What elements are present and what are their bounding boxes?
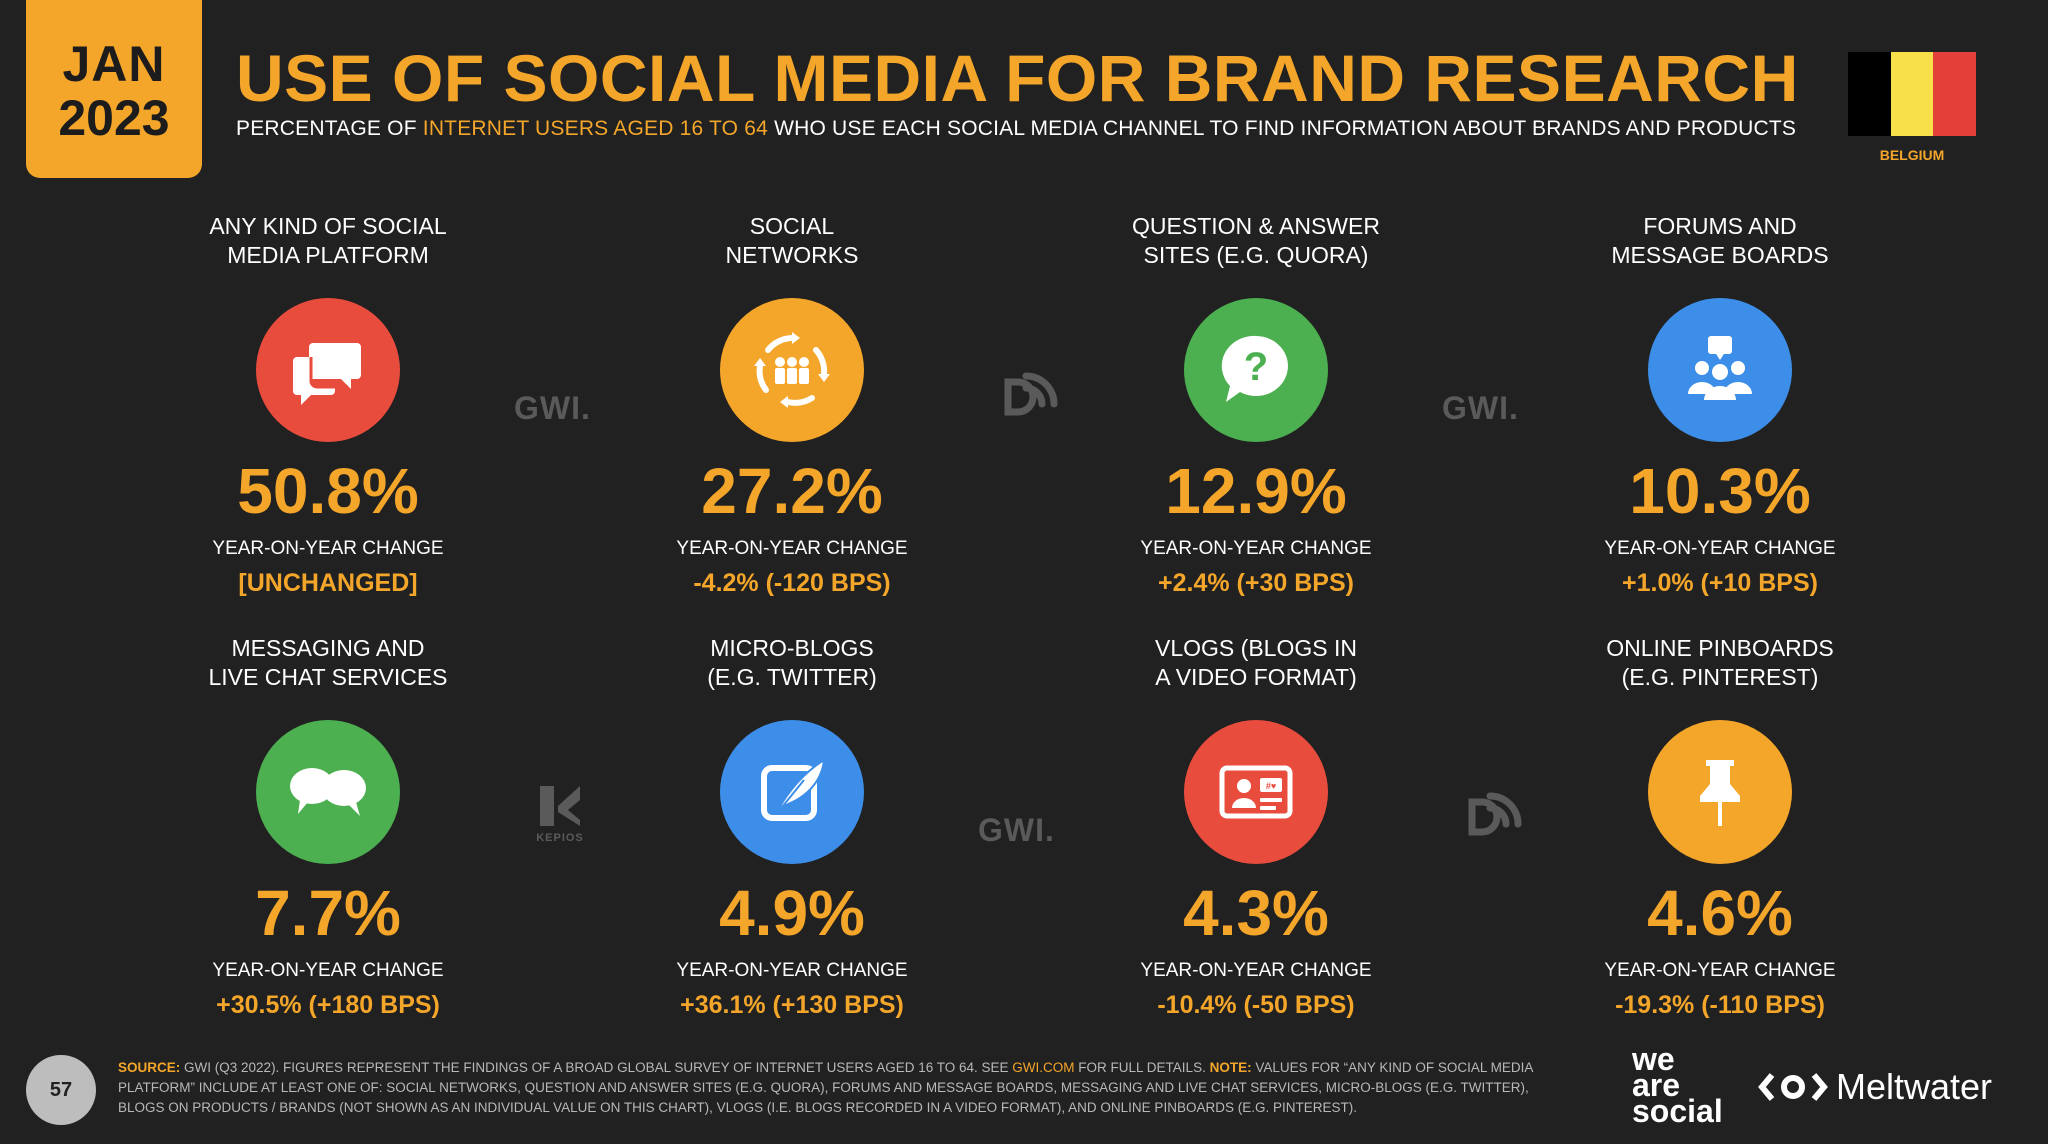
stat-label: FORUMS AND MESSAGE BOARDS xyxy=(1611,213,1829,268)
flag-stripe xyxy=(1933,52,1977,136)
people-network-icon xyxy=(720,298,864,442)
subtitle-pre: PERCENTAGE OF xyxy=(236,117,417,140)
gwi-watermark: GWI. xyxy=(1442,390,1519,426)
page-title: USE OF SOCIAL MEDIA FOR BRAND RESEARCH xyxy=(236,41,1799,115)
footnote: SOURCE: GWI (Q3 2022). FIGURES REPRESENT… xyxy=(118,1058,1578,1118)
flag-stripe xyxy=(1890,52,1934,136)
speech-bubbles-icon xyxy=(256,720,400,864)
stat-any-social-media: ANY KIND OF SOCIAL MEDIA PLATFORM 50.8% … xyxy=(113,212,543,598)
stat-micro-blogs: MICRO-BLOGS (E.G. TWITTER) 4.9% YEAR-ON-… xyxy=(577,634,1007,1020)
question-bubble-icon: ? xyxy=(1184,298,1328,442)
group-forum-icon xyxy=(1648,298,1792,442)
feather-icon xyxy=(720,720,864,864)
stat-value: 7.7% xyxy=(255,877,401,949)
meltwater-logo: Meltwater xyxy=(1758,1066,1992,1108)
belgium-flag-icon xyxy=(1848,52,1977,136)
subtitle-post: WHO USE EACH SOCIAL MEDIA CHANNEL TO FIN… xyxy=(774,117,1797,140)
yoy-label: YEAR-ON-YEAR CHANGE xyxy=(1140,960,1372,982)
kepios-label: KEPIOS xyxy=(536,832,584,844)
yoy-value: -10.4% (-50 BPS) xyxy=(1157,991,1355,1020)
stat-question-answer-sites: QUESTION & ANSWER SITES (E.G. QUORA) ? 1… xyxy=(1041,212,1471,598)
svg-text:#♥: #♥ xyxy=(1266,781,1276,791)
video-profile-icon: #♥ xyxy=(1184,720,1328,864)
yoy-value: +2.4% (+30 BPS) xyxy=(1158,569,1354,598)
yoy-label: YEAR-ON-YEAR CHANGE xyxy=(212,538,444,560)
stat-value: 50.8% xyxy=(237,455,419,527)
stat-value: 27.2% xyxy=(701,455,883,527)
stat-label: MESSAGING AND LIVE CHAT SERVICES xyxy=(208,635,448,690)
stat-label: ANY KIND OF SOCIAL MEDIA PLATFORM xyxy=(209,213,447,268)
stat-value: 4.3% xyxy=(1183,877,1329,949)
source-label: SOURCE: xyxy=(118,1060,181,1075)
we-are-social-logo: we are social xyxy=(1632,1041,1723,1129)
meltwater-label: Meltwater xyxy=(1836,1066,1993,1107)
gwi-watermark: GWI. xyxy=(514,390,591,426)
source-after: FOR FULL DETAILS. xyxy=(1078,1060,1206,1075)
brand-line: are xyxy=(1632,1067,1681,1103)
stat-social-networks: SOCIAL NETWORKS 27.2% YEAR-ON-YEAR CHANG… xyxy=(577,212,1007,598)
yoy-value: +1.0% (+10 BPS) xyxy=(1622,569,1818,598)
stat-label: VLOGS (BLOGS IN A VIDEO FORMAT) xyxy=(1155,635,1357,690)
svg-text:?: ? xyxy=(1244,345,1268,389)
stat-label: MICRO-BLOGS (E.G. TWITTER) xyxy=(707,635,877,690)
page-subtitle: PERCENTAGE OF INTERNET USERS AGED 16 TO … xyxy=(236,117,1796,141)
yoy-label: YEAR-ON-YEAR CHANGE xyxy=(1604,960,1836,982)
stat-value: 4.9% xyxy=(719,877,865,949)
date-year: 2023 xyxy=(58,90,170,146)
date-month: JAN xyxy=(62,36,166,92)
stat-online-pinboards: ONLINE PINBOARDS (E.G. PINTEREST) 4.6% Y… xyxy=(1505,634,1935,1020)
chat-bubbles-icon xyxy=(256,298,400,442)
yoy-label: YEAR-ON-YEAR CHANGE xyxy=(676,538,908,560)
brand-line: we xyxy=(1632,1041,1675,1077)
datareportal-icon xyxy=(1460,780,1524,849)
kepios-watermark: KEPIOS xyxy=(536,782,584,844)
datareportal-icon xyxy=(996,360,1060,429)
country-label: BELGIUM xyxy=(1879,147,1945,163)
stat-forums-message-boards: FORUMS AND MESSAGE BOARDS 10.3% YEAR-ON-… xyxy=(1505,212,1935,598)
kepios-icon xyxy=(540,786,580,826)
stat-label: SOCIAL NETWORKS xyxy=(725,213,859,268)
brand-line: social xyxy=(1632,1093,1723,1129)
yoy-value: [UNCHANGED] xyxy=(238,569,418,598)
gwi-watermark: GWI. xyxy=(978,812,1055,848)
stat-label: QUESTION & ANSWER SITES (E.G. QUORA) xyxy=(1132,213,1380,268)
yoy-label: YEAR-ON-YEAR CHANGE xyxy=(676,960,908,982)
stat-value: 10.3% xyxy=(1629,455,1811,527)
note-label: NOTE: xyxy=(1209,1060,1252,1075)
meltwater-icon xyxy=(1758,1073,1828,1101)
source-text: GWI (Q3 2022). FIGURES REPRESENT THE FIN… xyxy=(184,1060,1009,1075)
subtitle-highlight: INTERNET USERS AGED 16 TO 64 xyxy=(422,117,769,140)
stat-value: 12.9% xyxy=(1165,455,1347,527)
stat-value: 4.6% xyxy=(1647,877,1793,949)
pushpin-icon xyxy=(1648,720,1792,864)
flag-stripe xyxy=(1848,52,1891,136)
yoy-value: +36.1% (+130 BPS) xyxy=(680,991,904,1020)
yoy-label: YEAR-ON-YEAR CHANGE xyxy=(1604,538,1836,560)
stat-label: ONLINE PINBOARDS (E.G. PINTEREST) xyxy=(1606,635,1834,690)
note-text: VALUES FOR “ANY KIND OF SOCIAL MEDIA PLA… xyxy=(118,1060,1533,1115)
yoy-label: YEAR-ON-YEAR CHANGE xyxy=(1140,538,1372,560)
source-link[interactable]: GWI.COM xyxy=(1012,1060,1075,1075)
page-number: 57 xyxy=(26,1055,96,1125)
stat-vlogs: VLOGS (BLOGS IN A VIDEO FORMAT) #♥ 4.3% … xyxy=(1041,634,1471,1020)
date-badge: JAN 2023 xyxy=(26,0,202,178)
yoy-value: +30.5% (+180 BPS) xyxy=(216,991,440,1020)
stat-messaging-live-chat: MESSAGING AND LIVE CHAT SERVICES 7.7% YE… xyxy=(113,634,543,1020)
yoy-value: -19.3% (-110 BPS) xyxy=(1615,991,1825,1020)
yoy-value: -4.2% (-120 BPS) xyxy=(693,569,891,598)
yoy-label: YEAR-ON-YEAR CHANGE xyxy=(212,960,444,982)
